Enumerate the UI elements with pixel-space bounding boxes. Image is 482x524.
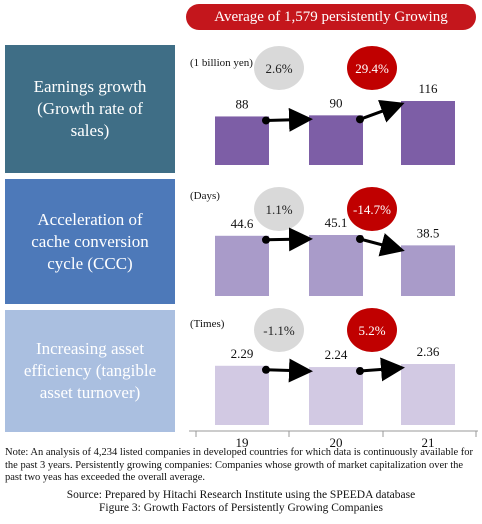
unit-label: (1 billion yen): [190, 57, 253, 69]
change-circle: [347, 308, 397, 352]
data-label: 90: [330, 95, 343, 110]
change-circle: [254, 187, 304, 231]
bar: [401, 101, 455, 165]
change-circle: [347, 187, 397, 231]
x-tick-label: 21: [422, 435, 435, 450]
figure-caption: Figure 3: Growth Factors of Persistently…: [99, 502, 383, 514]
trend-arrow: [265, 107, 313, 132]
change-label: 2.6%: [265, 61, 292, 76]
trend-arrow: [359, 357, 405, 382]
source-block: Source: Prepared by Hitachi Research Ins…: [5, 489, 477, 515]
data-label: 88: [236, 96, 249, 111]
bar: [215, 235, 269, 296]
source-text: Source: Prepared by Hitachi Research Ins…: [66, 489, 416, 501]
change-circle: [254, 308, 304, 352]
trend-arrow: [265, 227, 313, 252]
change-circle: [347, 46, 397, 90]
change-label: 5.2%: [358, 323, 385, 338]
change-label: 1.1%: [265, 202, 292, 217]
data-label: 116: [418, 81, 438, 96]
x-tick-label: 20: [330, 435, 343, 450]
unit-label: (Days): [190, 190, 220, 202]
data-label: 38.5: [417, 225, 440, 240]
panel-earnings-growth: Earnings growth (Growth rate of sales): [5, 45, 175, 173]
data-label: 2.29: [231, 346, 254, 361]
change-label: 29.4%: [355, 61, 389, 76]
change-circle: [254, 46, 304, 90]
bar: [309, 235, 363, 296]
data-label: 2.36: [417, 344, 440, 359]
unit-label: (Times): [190, 318, 225, 330]
change-label: -14.7%: [353, 202, 391, 217]
panel-asset-efficiency: Increasing asset efficiency (tangible as…: [5, 310, 175, 432]
panel-label: Increasing asset efficiency (tangible as…: [23, 339, 157, 402]
bar: [401, 245, 455, 296]
trend-arrow: [265, 358, 313, 383]
bar: [309, 367, 363, 425]
bar: [215, 365, 269, 425]
x-tick-label: 19: [236, 435, 249, 450]
title-banner: Average of 1,579 persistently Growing Co…: [186, 4, 476, 51]
bar: [401, 364, 455, 425]
panel-label: Earnings growth (Growth rate of sales): [33, 77, 147, 140]
data-label: 44.6: [231, 216, 254, 231]
data-label: 45.1: [325, 215, 348, 230]
data-label: 2.24: [325, 347, 348, 362]
trend-arrow: [359, 233, 405, 257]
panel-ccc: Acceleration of cache conversion cycle (…: [5, 179, 175, 304]
bar: [215, 116, 269, 165]
trend-arrow: [359, 99, 405, 123]
panel-label: Acceleration of cache conversion cycle (…: [31, 209, 149, 273]
bar: [309, 115, 363, 165]
note-text: Note: An analysis of 4,234 listed compan…: [5, 447, 474, 483]
change-label: -1.1%: [263, 323, 295, 338]
